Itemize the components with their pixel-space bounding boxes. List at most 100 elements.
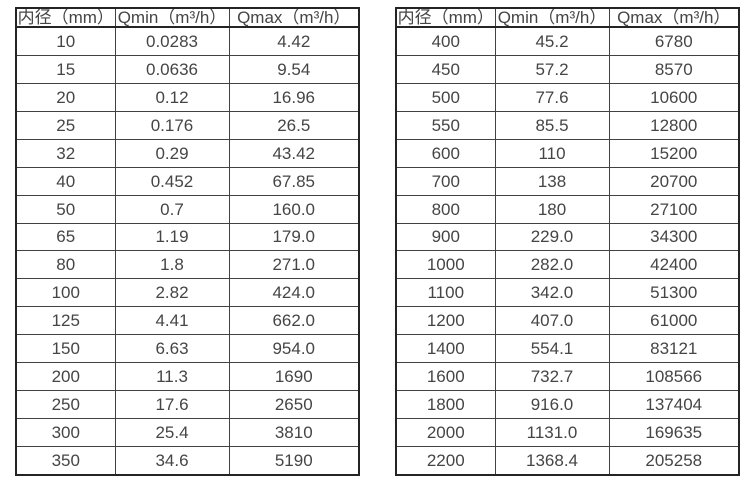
- diameter-cell: 800: [395, 194, 496, 224]
- table-row: 150 6.63 954.0: [15, 334, 360, 363]
- qmax-cell: 2650: [228, 389, 360, 419]
- diameter-cell: 32: [15, 138, 116, 168]
- table-row: 100 2.82 424.0: [15, 278, 360, 308]
- qmax-cell: 4.42: [228, 26, 360, 57]
- qmax-cell: 8570: [608, 55, 740, 85]
- qmin-cell: 1.19: [114, 222, 230, 252]
- table-row: 1100 342.0 51300: [395, 278, 740, 308]
- table-row: 65 1.19 179.0: [15, 222, 360, 252]
- qmax-cell: 662.0: [228, 306, 360, 336]
- qmax-cell: 15200: [608, 138, 740, 168]
- diameter-cell: 450: [395, 55, 496, 85]
- qmax-cell: 179.0: [228, 222, 360, 252]
- qmin-cell: 1368.4: [494, 445, 610, 476]
- qmin-cell: 916.0: [494, 389, 610, 419]
- qmin-cell: 342.0: [494, 278, 610, 308]
- diameter-cell: 125: [15, 306, 116, 336]
- qmin-cell: 0.176: [114, 110, 230, 140]
- header-qmax: Qmax（m³/h）: [608, 7, 740, 28]
- table-row: 350 34.6 5190: [15, 445, 360, 476]
- qmin-cell: 25.4: [114, 417, 230, 447]
- qmax-cell: 424.0: [228, 278, 360, 308]
- qmax-cell: 43.42: [228, 138, 360, 168]
- table-row: 25 0.176 26.5: [15, 110, 360, 140]
- qmax-cell: 51300: [608, 278, 740, 308]
- table-row: 10 0.0283 4.42: [15, 26, 360, 57]
- qmin-cell: 282.0: [494, 250, 610, 280]
- table-row: 550 85.5 12800: [395, 110, 740, 140]
- diameter-cell: 250: [15, 389, 116, 419]
- table-row: 700 138 20700: [395, 166, 740, 196]
- qmin-cell: 85.5: [494, 110, 610, 140]
- diameter-cell: 80: [15, 250, 116, 280]
- diameter-cell: 550: [395, 110, 496, 140]
- diameter-cell: 40: [15, 166, 116, 196]
- diameter-cell: 65: [15, 222, 116, 252]
- qmin-cell: 732.7: [494, 361, 610, 391]
- qmax-cell: 27100: [608, 194, 740, 224]
- qmax-cell: 3810: [228, 417, 360, 447]
- diameter-cell: 1800: [395, 389, 496, 419]
- diameter-cell: 1200: [395, 306, 496, 336]
- table-body-left: 10 0.0283 4.42 15 0.0636 9.54 20 0.12 16.96 25 0.1…: [15, 26, 360, 476]
- table-row: 900 229.0 34300: [395, 222, 740, 252]
- table-row: 32 0.29 43.42: [15, 138, 360, 168]
- qmax-cell: 67.85: [228, 166, 360, 196]
- diameter-cell: 1400: [395, 334, 496, 363]
- spec-table-left: 内径（mm） Qmin（m³/h） Qmax（m³/h） 10 0.0283 4.4…: [15, 7, 360, 476]
- qmin-cell: 0.0636: [114, 55, 230, 85]
- qmax-cell: 20700: [608, 166, 740, 196]
- diameter-cell: 400: [395, 26, 496, 57]
- table-header: 内径（mm） Qmin（m³/h） Qmax（m³/h）: [15, 7, 360, 28]
- header-row: 内径（mm） Qmin（m³/h） Qmax（m³/h）: [15, 7, 360, 28]
- qmin-cell: 138: [494, 166, 610, 196]
- qmax-cell: 954.0: [228, 334, 360, 363]
- diameter-cell: 2200: [395, 445, 496, 476]
- table-row: 125 4.41 662.0: [15, 306, 360, 336]
- diameter-cell: 500: [395, 83, 496, 112]
- qmin-cell: 17.6: [114, 389, 230, 419]
- table-row: 1800 916.0 137404: [395, 389, 740, 419]
- table-row: 200 11.3 1690: [15, 361, 360, 391]
- qmax-cell: 5190: [228, 445, 360, 476]
- qmax-cell: 137404: [608, 389, 740, 419]
- spec-table-right: 内径（mm） Qmin（m³/h） Qmax（m³/h） 400 45.2 6780…: [395, 7, 740, 476]
- diameter-cell: 25: [15, 110, 116, 140]
- qmin-cell: 407.0: [494, 306, 610, 336]
- qmin-cell: 1.8: [114, 250, 230, 280]
- diameter-cell: 10: [15, 26, 116, 57]
- header-diameter: 内径（mm）: [395, 7, 496, 28]
- table-row: 1000 282.0 42400: [395, 250, 740, 280]
- header-qmin: Qmin（m³/h）: [114, 7, 230, 28]
- qmin-cell: 110: [494, 138, 610, 168]
- qmin-cell: 45.2: [494, 26, 610, 57]
- table-row: 300 25.4 3810: [15, 417, 360, 447]
- table-row: 15 0.0636 9.54: [15, 55, 360, 85]
- qmax-cell: 10600: [608, 83, 740, 112]
- table-row: 450 57.2 8570: [395, 55, 740, 85]
- table-row: 400 45.2 6780: [395, 26, 740, 57]
- diameter-cell: 700: [395, 166, 496, 196]
- diameter-cell: 20: [15, 83, 116, 112]
- table-body-right: 400 45.2 6780 450 57.2 8570 500 77.6 10600 550 85.…: [395, 26, 740, 476]
- diameter-cell: 300: [15, 417, 116, 447]
- diameter-cell: 1000: [395, 250, 496, 280]
- qmin-cell: 77.6: [494, 83, 610, 112]
- qmax-cell: 1690: [228, 361, 360, 391]
- qmin-cell: 0.452: [114, 166, 230, 196]
- table-row: 20 0.12 16.96: [15, 83, 360, 112]
- qmin-cell: 57.2: [494, 55, 610, 85]
- diameter-cell: 50: [15, 194, 116, 224]
- diameter-cell: 2000: [395, 417, 496, 447]
- diameter-cell: 350: [15, 445, 116, 476]
- diameter-cell: 1100: [395, 278, 496, 308]
- qmin-cell: 6.63: [114, 334, 230, 363]
- qmin-cell: 0.7: [114, 194, 230, 224]
- qmin-cell: 11.3: [114, 361, 230, 391]
- qmax-cell: 169635: [608, 417, 740, 447]
- table-row: 1200 407.0 61000: [395, 306, 740, 336]
- header-qmax: Qmax（m³/h）: [228, 7, 360, 28]
- qmin-cell: 0.12: [114, 83, 230, 112]
- table-row: 600 110 15200: [395, 138, 740, 168]
